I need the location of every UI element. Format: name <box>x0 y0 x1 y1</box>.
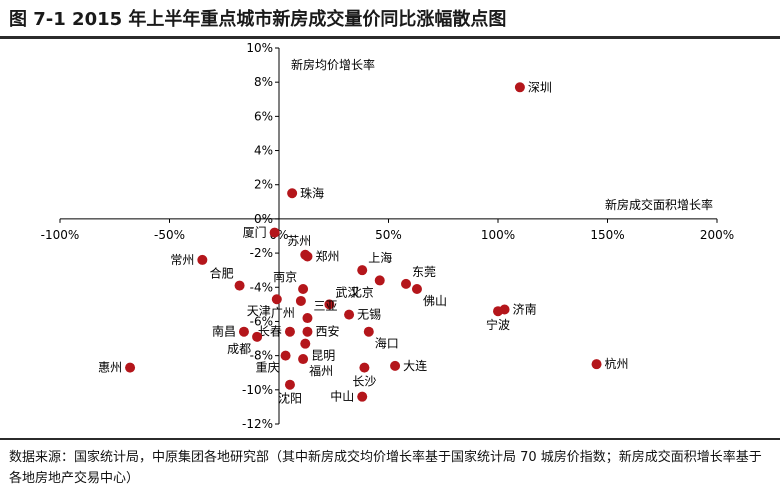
point-label: 上海 <box>368 250 392 265</box>
y-tick-label: -12% <box>242 417 273 431</box>
y-axis-label: 新房均价增长率 <box>291 57 375 72</box>
y-tick-label: 8% <box>254 75 273 89</box>
point-label: 三亚 <box>313 299 337 313</box>
y-tick-label: -8% <box>250 349 273 363</box>
data-point <box>252 331 263 342</box>
tick-labels: -100%-50%0%50%100%150%200%10%8%6%4%2%0%-… <box>41 41 734 431</box>
x-tick-label: -50% <box>154 228 185 242</box>
data-point <box>280 350 291 361</box>
data-point <box>357 265 368 276</box>
point-label: 南京 <box>273 269 297 284</box>
data-point <box>390 360 401 371</box>
data-point <box>401 278 412 289</box>
data-point <box>234 280 245 291</box>
point-label: 长春 <box>258 325 282 339</box>
point-label: 合肥 <box>210 266 234 281</box>
data-point <box>298 283 309 294</box>
point-label: 深圳 <box>528 80 552 94</box>
data-point <box>493 306 503 317</box>
y-tick-label: -2% <box>250 246 273 260</box>
data-point <box>300 338 311 349</box>
source-divider <box>0 438 780 440</box>
point-label: 无锡 <box>357 307 381 322</box>
data-point <box>359 362 370 373</box>
data-point <box>197 254 208 265</box>
data-point <box>125 362 136 373</box>
data-point <box>269 227 280 238</box>
x-axis-label: 新房成交面积增长率 <box>605 197 713 212</box>
y-tick-label: 10% <box>246 41 273 55</box>
data-point <box>302 313 313 324</box>
point-label: 东莞 <box>412 265 436 279</box>
point-label: 大连 <box>403 358 427 373</box>
y-tick-label: 0% <box>254 212 273 226</box>
point-label: 珠海 <box>300 185 324 200</box>
point-label: 昆明 <box>311 349 335 363</box>
title-divider <box>0 36 780 39</box>
data-point <box>374 275 385 286</box>
point-label: 重庆 <box>256 361 280 375</box>
data-point <box>357 391 368 402</box>
data-point <box>344 309 355 320</box>
data-point <box>284 379 295 390</box>
data-point <box>363 326 374 337</box>
data-point <box>271 294 282 305</box>
data-point <box>302 251 313 262</box>
y-tick-label: 6% <box>254 109 273 123</box>
y-tick-label: -4% <box>250 280 273 294</box>
y-tick-label: 4% <box>254 144 273 158</box>
point-label: 苏州 <box>287 234 311 248</box>
data-point <box>591 359 602 370</box>
source-note: 数据来源：国家统计局，中原集团各地研究部（其中新房成交均价增长率基于国家统计局 … <box>9 450 762 486</box>
point-label: 佛山 <box>423 294 447 308</box>
point-label: 南昌 <box>212 324 236 339</box>
chart-title: 图 7-1 2015 年上半年重点城市新房成交量价同比涨幅散点图 <box>9 9 507 30</box>
data-point <box>238 326 249 337</box>
x-tick-label: -100% <box>41 228 80 242</box>
point-label: 济南 <box>513 301 537 316</box>
point-label: 福州 <box>309 363 333 378</box>
y-tick-label: -6% <box>250 314 273 328</box>
point-label: 惠州 <box>98 361 122 375</box>
x-tick-label: 200% <box>700 228 734 242</box>
data-point <box>295 295 306 306</box>
point-label: 中山 <box>330 389 354 404</box>
data-point <box>302 326 313 337</box>
point-label: 海口 <box>375 336 399 351</box>
point-label: 天津 <box>247 304 271 318</box>
x-tick-label: 100% <box>481 228 515 242</box>
point-label: 沈阳 <box>278 391 302 406</box>
point-label: 常州 <box>170 253 194 267</box>
scatter-chart: -100%-50%0%50%100%150%200%10%8%6%4%2%0%-… <box>41 41 734 431</box>
point-label: 西安 <box>315 324 339 339</box>
data-point <box>284 326 295 337</box>
x-tick-label: 150% <box>590 228 624 242</box>
data-point <box>411 283 422 294</box>
point-label: 北京 <box>350 285 374 299</box>
point-label: 宁波 <box>486 317 510 332</box>
point-label: 武汉 <box>335 285 359 299</box>
point-label: 厦门 <box>243 225 267 240</box>
point-label: 广州 <box>271 306 295 320</box>
point-label: 长沙 <box>352 375 376 389</box>
x-tick-label: 50% <box>375 228 402 242</box>
data-point <box>514 82 525 93</box>
point-label: 杭州 <box>605 356 629 371</box>
point-label: 成都 <box>227 342 251 356</box>
data-point <box>287 188 298 199</box>
y-tick-label: 2% <box>254 178 273 192</box>
y-tick-label: -10% <box>242 383 273 397</box>
data-point <box>298 354 309 365</box>
data-point <box>324 299 335 310</box>
point-label: 郑州 <box>315 249 339 264</box>
